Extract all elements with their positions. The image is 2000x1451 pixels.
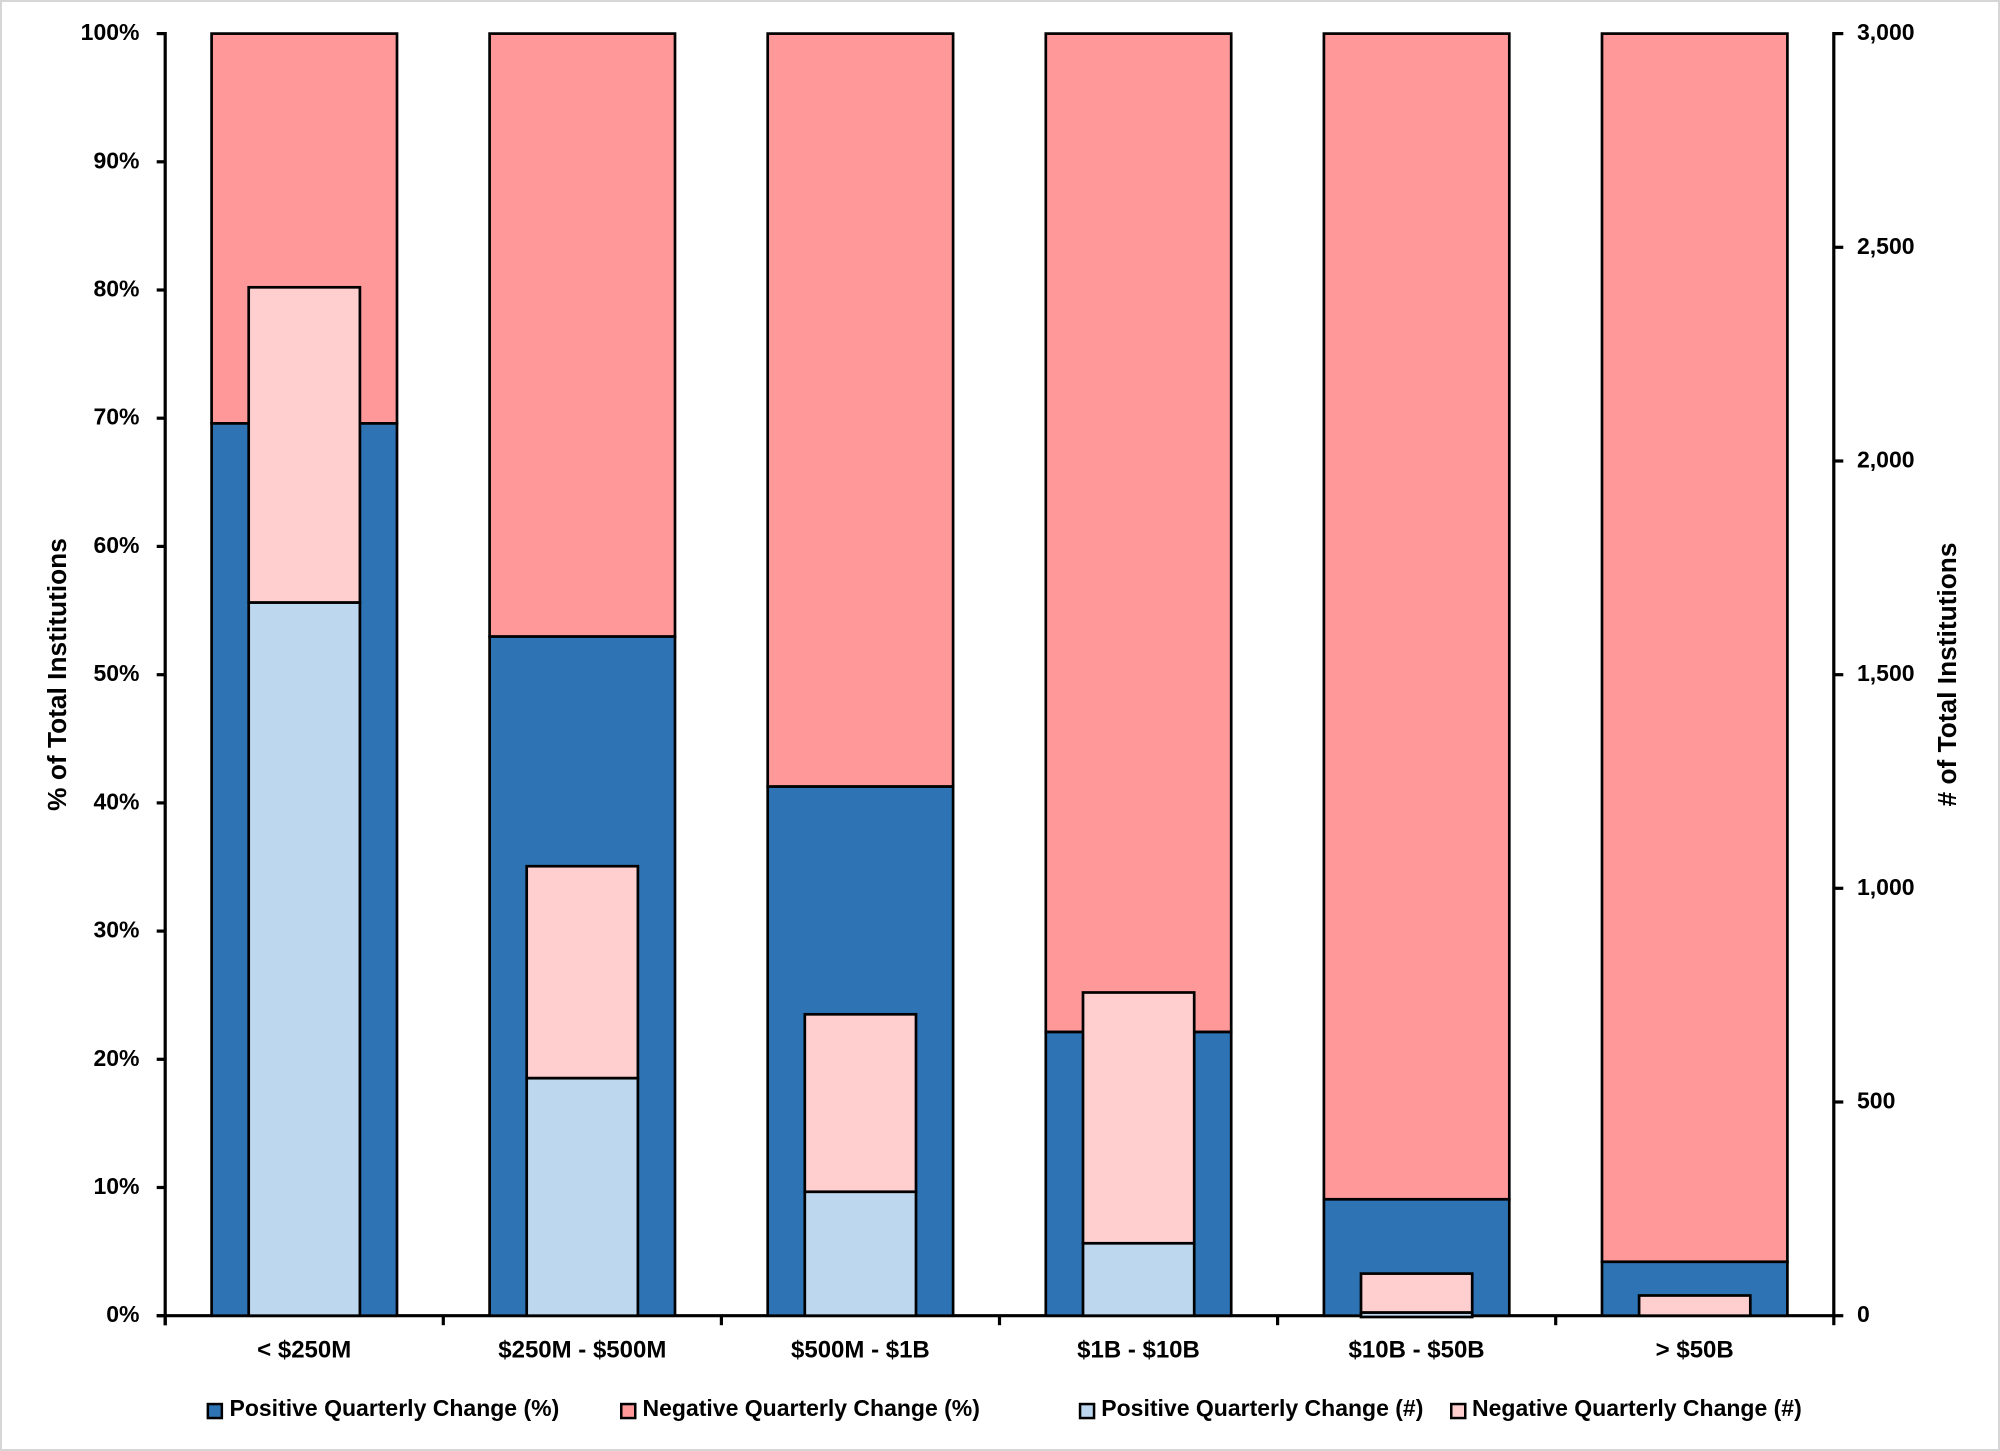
svg-text:$1B - $10B: $1B - $10B (1077, 1336, 1200, 1363)
svg-text:Negative Quarterly Change (%): Negative Quarterly Change (%) (643, 1395, 980, 1421)
svg-text:90%: 90% (93, 147, 139, 173)
svg-text:Positive Quarterly Change (%): Positive Quarterly Change (%) (230, 1395, 560, 1421)
svg-text:1,500: 1,500 (1857, 660, 1915, 686)
svg-text:0%: 0% (106, 1301, 139, 1327)
svg-text:10%: 10% (93, 1173, 139, 1199)
svg-text:40%: 40% (93, 788, 139, 814)
svg-text:60%: 60% (93, 532, 139, 558)
svg-text:500: 500 (1857, 1088, 1895, 1114)
svg-text:1,000: 1,000 (1857, 874, 1915, 900)
svg-text:2,000: 2,000 (1857, 447, 1915, 473)
svg-text:20%: 20% (93, 1045, 139, 1071)
svg-text:$500M - $1B: $500M - $1B (791, 1336, 930, 1363)
svg-text:# of Total Institutions: # of Total Institutions (1932, 543, 1962, 807)
svg-text:3,000: 3,000 (1857, 19, 1915, 45)
svg-text:100%: 100% (81, 19, 140, 45)
svg-text:% of Total Institutions: % of Total Institutions (42, 538, 72, 811)
svg-text:Positive Quarterly Change (#): Positive Quarterly Change (#) (1101, 1395, 1423, 1421)
svg-text:2,500: 2,500 (1857, 233, 1915, 259)
svg-text:80%: 80% (93, 276, 139, 302)
svg-text:$250M - $500M: $250M - $500M (498, 1336, 666, 1363)
svg-text:0: 0 (1857, 1301, 1870, 1327)
svg-text:$10B - $50B: $10B - $50B (1349, 1336, 1485, 1363)
svg-text:50%: 50% (93, 660, 139, 686)
svg-text:70%: 70% (93, 404, 139, 430)
svg-text:< $250M: < $250M (257, 1336, 351, 1363)
svg-text:Negative Quarterly Change (#): Negative Quarterly Change (#) (1472, 1395, 1802, 1421)
svg-text:> $50B: > $50B (1656, 1336, 1734, 1363)
svg-text:30%: 30% (93, 917, 139, 943)
